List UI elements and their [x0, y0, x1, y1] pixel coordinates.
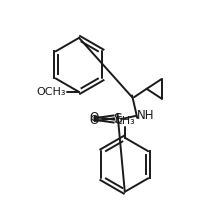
Text: NH: NH: [137, 109, 155, 122]
Text: O: O: [89, 111, 98, 124]
Text: O: O: [89, 114, 98, 127]
Text: OCH₃: OCH₃: [36, 87, 66, 97]
Text: CH₃: CH₃: [114, 116, 135, 126]
Text: S: S: [113, 112, 122, 126]
